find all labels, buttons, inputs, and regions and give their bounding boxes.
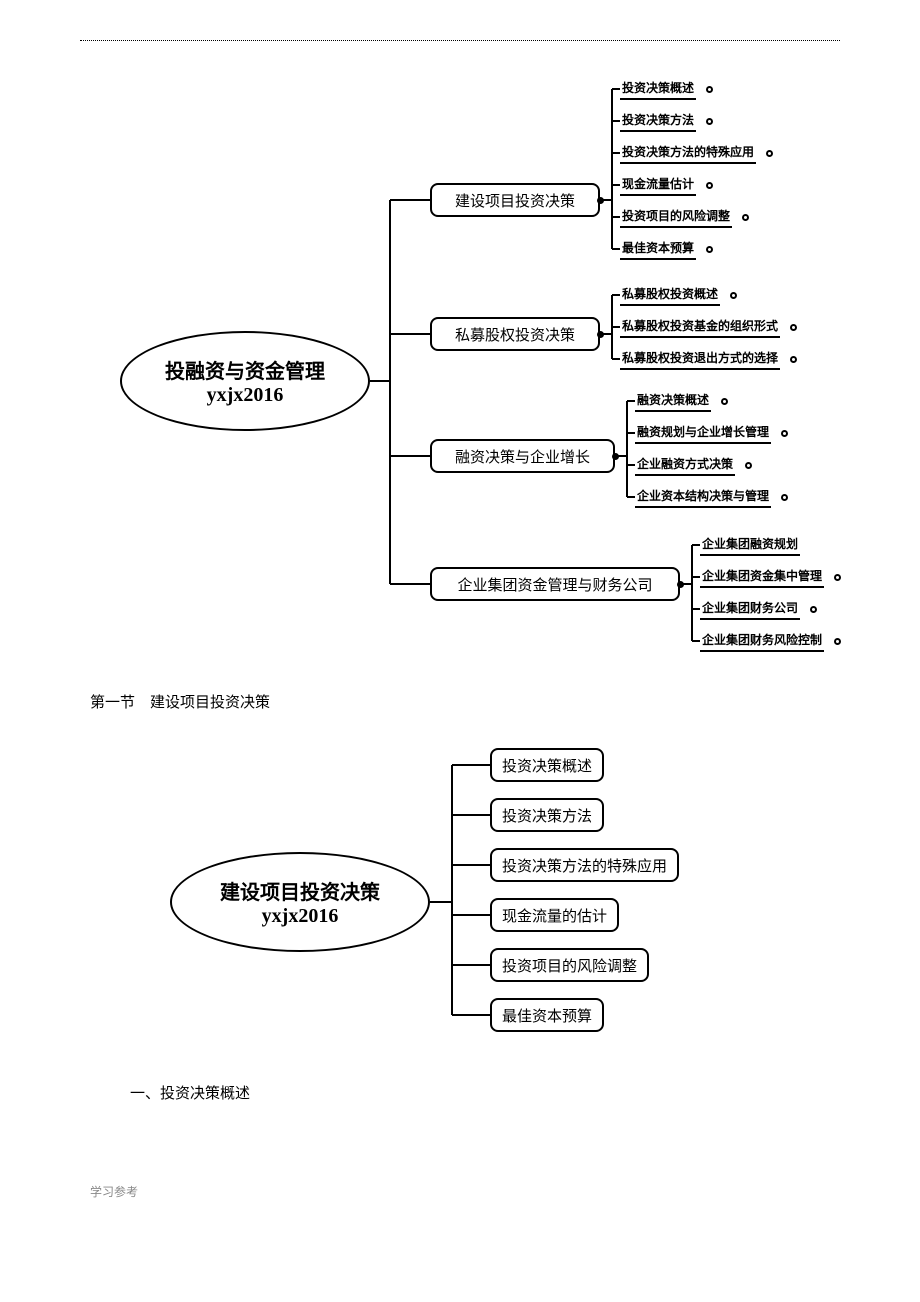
leaf-node: 投资项目的风险调整 <box>620 207 749 228</box>
leaf-node: 最佳资本预算 <box>620 239 713 260</box>
main-mindmap: 投融资与资金管理yxjx2016 建设项目投资决策 投资决策概述投资决策方法投资决策… <box>110 71 870 651</box>
section-1-heading: 第一节 建设项目投资决策 <box>90 691 870 712</box>
leaf-dot-icon <box>706 182 713 189</box>
connector-dot <box>612 453 619 460</box>
leaf-node: 私募股权投资退出方式的选择 <box>620 349 797 370</box>
leaf-node: 企业集团融资规划 <box>700 535 800 556</box>
leaf-node: 融资规划与企业增长管理 <box>635 423 788 444</box>
header-divider <box>80 40 840 41</box>
root-node: 投融资与资金管理yxjx2016 <box>120 331 370 431</box>
leaf-dot-icon <box>706 246 713 253</box>
leaf-node: 企业融资方式决策 <box>635 455 752 476</box>
leaf-dot-icon <box>834 638 841 645</box>
leaf-box: 投资决策方法 <box>490 798 604 832</box>
leaf-node: 融资决策概述 <box>635 391 728 412</box>
leaf-dot-icon <box>781 430 788 437</box>
branch-node: 企业集团资金管理与财务公司 <box>430 567 680 601</box>
connector-dot <box>677 581 684 588</box>
root-node: 建设项目投资决策yxjx2016 <box>170 852 430 952</box>
leaf-node: 企业集团资金集中管理 <box>700 567 841 588</box>
leaf-node: 投资决策概述 <box>620 79 713 100</box>
leaf-dot-icon <box>834 574 841 581</box>
leaf-node: 私募股权投资基金的组织形式 <box>620 317 797 338</box>
leaf-node: 投资决策方法的特殊应用 <box>620 143 773 164</box>
leaf-node: 私募股权投资概述 <box>620 285 737 306</box>
footer-text: 学习参考 <box>90 1183 870 1200</box>
leaf-node: 企业集团财务风险控制 <box>700 631 841 652</box>
leaf-box: 投资项目的风险调整 <box>490 948 649 982</box>
connector-dot <box>597 331 604 338</box>
branch-node: 建设项目投资决策 <box>430 183 600 217</box>
leaf-node: 投资决策方法 <box>620 111 713 132</box>
leaf-node: 企业集团财务公司 <box>700 599 817 620</box>
branch-node: 私募股权投资决策 <box>430 317 600 351</box>
leaf-dot-icon <box>730 292 737 299</box>
section-mindmap: 建设项目投资决策yxjx2016 投资决策概述投资决策方法投资决策方法的特殊应用现… <box>160 742 760 1042</box>
leaf-box: 投资决策方法的特殊应用 <box>490 848 679 882</box>
leaf-node: 现金流量估计 <box>620 175 713 196</box>
leaf-dot-icon <box>790 356 797 363</box>
leaf-dot-icon <box>790 324 797 331</box>
leaf-node: 企业资本结构决策与管理 <box>635 487 788 508</box>
leaf-dot-icon <box>706 86 713 93</box>
leaf-box: 最佳资本预算 <box>490 998 604 1032</box>
connector-dot <box>597 197 604 204</box>
leaf-dot-icon <box>810 606 817 613</box>
leaf-box: 现金流量的估计 <box>490 898 619 932</box>
leaf-dot-icon <box>745 462 752 469</box>
leaf-dot-icon <box>766 150 773 157</box>
leaf-dot-icon <box>706 118 713 125</box>
branch-node: 融资决策与企业增长 <box>430 439 615 473</box>
subsection-1-heading: 一、投资决策概述 <box>130 1082 870 1103</box>
leaf-dot-icon <box>781 494 788 501</box>
leaf-box: 投资决策概述 <box>490 748 604 782</box>
leaf-dot-icon <box>742 214 749 221</box>
leaf-dot-icon <box>721 398 728 405</box>
